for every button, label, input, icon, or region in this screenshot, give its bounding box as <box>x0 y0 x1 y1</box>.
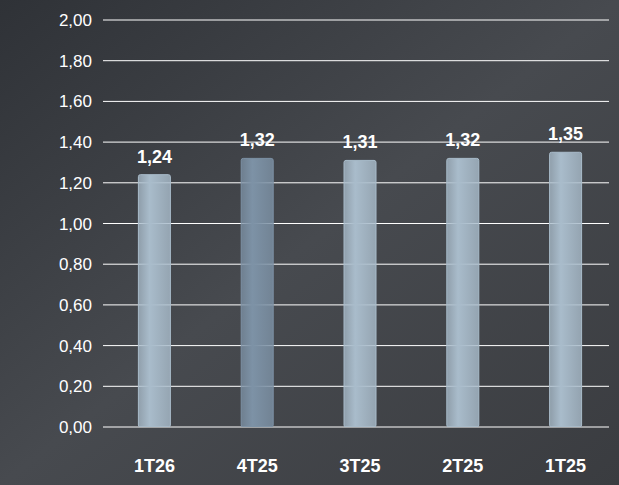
bar <box>447 158 479 427</box>
y-tick-label: 1,40 <box>59 133 92 152</box>
y-tick-label: 1,00 <box>59 215 92 234</box>
y-tick-label: 0,80 <box>59 255 92 274</box>
bar <box>550 152 582 427</box>
data-label: 1,31 <box>342 132 377 152</box>
y-tick-label: 1,60 <box>59 92 92 111</box>
bars <box>138 152 581 427</box>
y-tick-label: 0,60 <box>59 296 92 315</box>
chart: 0,00 0,20 0,40 0,60 0,80 1,00 1,20 1,40 1,60 1,80… <box>0 0 619 485</box>
y-tick-label: 0,40 <box>59 337 92 356</box>
data-label: 1,32 <box>445 130 480 150</box>
x-tick-label: 4T25 <box>237 456 278 476</box>
x-tick-label: 3T25 <box>339 456 380 476</box>
data-label: 1,24 <box>137 147 172 167</box>
bar <box>344 160 376 427</box>
data-label: 1,32 <box>240 130 275 150</box>
grid-line <box>103 20 609 21</box>
y-tick-label: 1,20 <box>59 174 92 193</box>
grid-line <box>103 101 609 102</box>
y-tick-label: 1,80 <box>59 52 92 71</box>
y-tick-label: 0,00 <box>59 418 92 437</box>
x-tick-label: 1T26 <box>134 456 175 476</box>
bar <box>138 175 170 427</box>
grid-line <box>103 60 609 61</box>
x-tick-label: 2T25 <box>442 456 483 476</box>
data-label: 1,35 <box>548 124 583 144</box>
background <box>0 0 619 485</box>
bar <box>241 158 273 427</box>
x-tick-label: 1T25 <box>545 456 586 476</box>
y-tick-label: 0,20 <box>59 377 92 396</box>
y-tick-label: 2,00 <box>59 11 92 30</box>
